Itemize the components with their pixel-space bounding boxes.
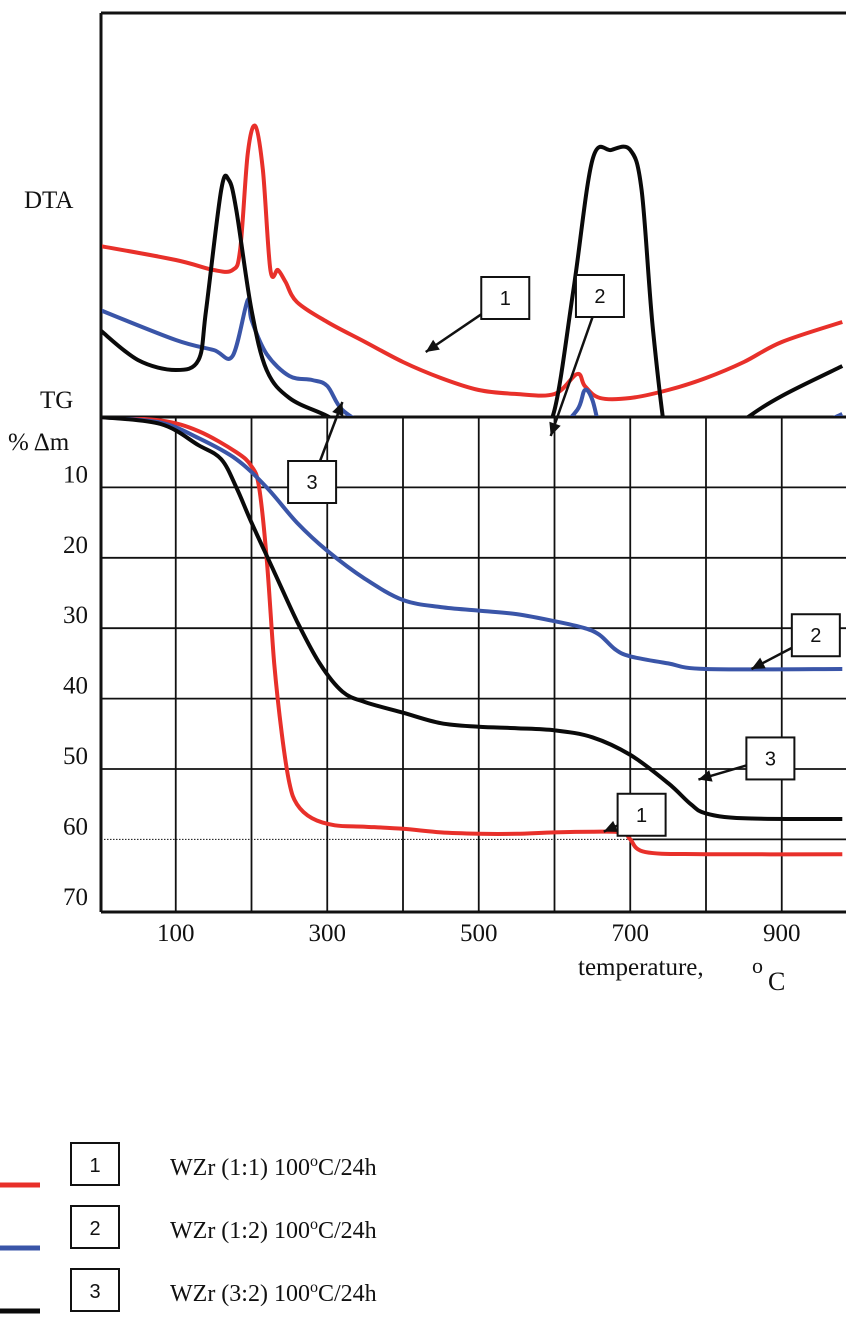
dta-pointer-2-number: 2	[594, 286, 605, 308]
tg-tick-label: 70	[63, 884, 88, 911]
legend-box-1	[70, 1142, 120, 1186]
x-tick-label: 500	[460, 920, 498, 947]
tg-pointer-3-box	[745, 736, 796, 781]
tg-pointer-1-number: 1	[636, 805, 647, 827]
tg-tick-label: 60	[63, 813, 88, 840]
tg-grid	[101, 417, 846, 912]
tg-tick-label: 20	[63, 532, 88, 559]
tg-curve-2	[102, 417, 843, 672]
tg-pointer-1-arrowhead	[603, 820, 619, 832]
tg-tick-labels: 10 20 30 40 50 60 70	[63, 461, 88, 910]
tg-pointer-2-number: 2	[810, 625, 821, 647]
legend-label-1: WZr (1:1) 100oC/24h	[170, 1153, 377, 1181]
x-tick-label: 300	[309, 920, 347, 947]
dta-pointer-2-arrowhead	[549, 421, 561, 436]
legend-box-3	[70, 1268, 120, 1312]
x-axis-label: temperature,	[578, 954, 704, 981]
x-tick-labels: 100 300 500 700 900	[157, 920, 801, 947]
tg-pointer-3-number: 3	[765, 748, 776, 770]
legend: 1 WZr (1:1) 100oC/24h 2 WZr (1:2) 100oC/24h…	[0, 1142, 377, 1314]
tg-curve-1	[102, 417, 843, 857]
legend-number-1: 1	[89, 1155, 100, 1177]
tg-pointer-1-box	[616, 792, 667, 837]
x-tick-label: 100	[157, 920, 195, 947]
legend-label-2: WZr (1:2) 100oC/24h	[170, 1216, 377, 1244]
tg-pointer-2-box	[790, 613, 841, 658]
x-axis-unit-sup: o	[752, 953, 763, 978]
dta-pointer-1-box	[480, 276, 531, 320]
tg-label: TG	[40, 387, 73, 414]
dta-label: DTA	[24, 187, 73, 214]
data-curves	[102, 123, 844, 857]
legend-number-3: 3	[89, 1281, 100, 1303]
dta-pointer-3-box	[287, 460, 338, 504]
tg-unit-label: % Δm	[8, 429, 70, 456]
legend-number-2: 2	[89, 1218, 100, 1240]
tg-curve-3	[102, 417, 843, 821]
legend-label-3: WZr (3:2) 100oC/24h	[170, 1279, 377, 1307]
tg-tick-label: 40	[63, 673, 88, 700]
legend-box-2	[70, 1205, 120, 1249]
dta-pointer-3-arrowhead	[332, 402, 344, 417]
tg-pointer-3-arrowhead	[698, 770, 713, 782]
curve-pointers: 1 1 2 2 3 3	[287, 274, 841, 837]
tg-tick-label: 30	[63, 602, 88, 629]
dta-pointer-2-box	[574, 274, 625, 318]
chart-frame	[99, 11, 846, 914]
dta-pointer-1-number: 1	[500, 288, 511, 310]
dta-pointer-1-arrowhead	[425, 339, 440, 352]
dta-pointer-2-arrow-line	[549, 316, 594, 437]
dta-curve-2	[102, 296, 844, 416]
tg-tick-label: 50	[63, 743, 88, 770]
x-axis-unit: C	[768, 967, 785, 996]
tg-tick-label: 10	[63, 461, 88, 488]
x-tick-label: 700	[612, 920, 650, 947]
dta-curve-1	[102, 123, 843, 402]
dta-pointer-3-number: 3	[307, 472, 318, 494]
x-tick-label: 900	[763, 920, 801, 947]
dta-curve-3	[102, 144, 844, 416]
tg-pointer-2-arrowhead	[751, 657, 766, 670]
